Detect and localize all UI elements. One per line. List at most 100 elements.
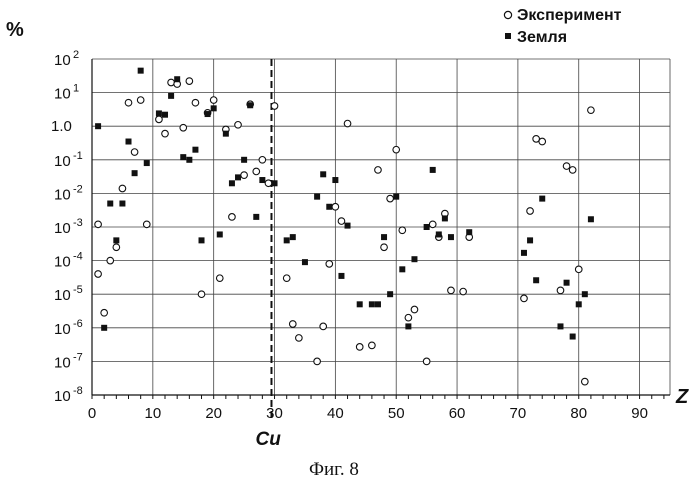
earth-point — [247, 102, 253, 108]
earth-point — [369, 301, 375, 307]
earth-point — [217, 231, 223, 237]
earth-point — [564, 280, 570, 286]
earth-point — [259, 177, 265, 183]
experiment-point — [369, 342, 376, 349]
x-tick-label: 50 — [388, 405, 405, 422]
y-tick-base: 1.0 — [51, 118, 72, 135]
earth-point — [290, 234, 296, 240]
earth-point — [430, 167, 436, 173]
experiment-point — [107, 257, 114, 264]
legend-label-earth: Земля — [517, 29, 567, 46]
experiment-point — [429, 221, 436, 228]
experiment-point — [101, 309, 108, 316]
experiment-point — [575, 266, 582, 273]
experiment-point — [344, 120, 351, 127]
earth-point — [411, 256, 417, 262]
earth-point — [253, 214, 259, 220]
experiment-point — [131, 149, 138, 156]
experiment-point — [527, 208, 534, 215]
earth-point — [138, 68, 144, 74]
earth-point — [132, 170, 138, 176]
experiment-point — [381, 244, 388, 251]
experiment-point — [168, 79, 175, 86]
earth-point — [211, 105, 217, 111]
earth-point — [466, 229, 472, 235]
y-tick-base: 10 — [54, 86, 71, 103]
legend-square-marker — [505, 33, 511, 39]
earth-point — [272, 180, 278, 186]
y-tick-base: 10 — [54, 388, 71, 405]
experiment-point — [405, 314, 412, 321]
x-tick-label: 90 — [631, 405, 648, 422]
x-axis-title: Z — [675, 386, 689, 408]
experiment-point — [448, 287, 455, 294]
earth-point — [582, 291, 588, 297]
earth-point — [405, 323, 411, 329]
earth-point — [387, 291, 393, 297]
earth-point — [326, 204, 332, 210]
experiment-point — [521, 295, 528, 302]
experiment-point — [125, 99, 132, 106]
experiment-point — [137, 97, 144, 104]
y-tick-label: 10-6 — [54, 318, 83, 338]
earth-point — [338, 273, 344, 279]
y-tick-base: 10 — [54, 52, 71, 69]
experiment-point — [356, 344, 363, 351]
y-tick-label: 10-8 — [54, 385, 83, 405]
data-points — [95, 68, 594, 385]
y-tick-base: 10 — [54, 220, 71, 237]
earth-point — [284, 237, 290, 243]
y-tick-exponent: -3 — [73, 217, 83, 229]
earth-point — [180, 154, 186, 160]
y-tick-label: 102 — [54, 49, 79, 69]
experiment-point — [332, 203, 339, 210]
y-tick-label: 10-4 — [54, 251, 83, 271]
x-tick-label: 0 — [88, 405, 96, 422]
earth-point — [357, 301, 363, 307]
earth-point — [442, 215, 448, 221]
earth-point — [126, 139, 132, 145]
experiment-point — [296, 335, 303, 342]
x-tick-label: 10 — [144, 405, 161, 422]
earth-point — [192, 147, 198, 153]
experiment-point — [241, 172, 248, 179]
earth-point — [156, 110, 162, 116]
earth-point — [205, 111, 211, 117]
experiment-point — [216, 275, 223, 282]
y-tick-base: 10 — [54, 287, 71, 304]
tick-labels: 010203040506070809010-810-710-610-510-41… — [51, 49, 648, 422]
earth-point — [119, 201, 125, 207]
y-tick-base: 10 — [54, 321, 71, 338]
earth-point — [539, 196, 545, 202]
y-tick-exponent: 1 — [73, 83, 79, 95]
y-tick-label: 10-7 — [54, 351, 83, 371]
experiment-point — [289, 321, 296, 328]
earth-point — [186, 157, 192, 163]
earth-point — [101, 325, 107, 331]
axes — [92, 59, 670, 422]
x-tick-label: 20 — [205, 405, 222, 422]
earth-point — [144, 160, 150, 166]
y-tick-exponent: -1 — [73, 150, 83, 162]
y-tick-label: 101 — [54, 83, 79, 103]
experiment-point — [265, 180, 272, 187]
experiment-point — [229, 214, 236, 221]
experiment-point — [186, 78, 193, 85]
experiment-point — [393, 146, 400, 153]
y-tick-exponent: -4 — [73, 251, 83, 263]
earth-point — [332, 177, 338, 183]
experiment-point — [210, 97, 217, 104]
y-tick-exponent: -7 — [73, 351, 83, 363]
experiment-point — [582, 378, 589, 385]
y-tick-exponent: -8 — [73, 385, 83, 397]
earth-point — [95, 123, 101, 129]
experiment-point — [259, 157, 266, 164]
earth-point — [436, 231, 442, 237]
experiment-point — [563, 163, 570, 170]
earth-point — [533, 277, 539, 283]
x-tick-label: 60 — [449, 405, 466, 422]
experiment-point — [235, 122, 242, 129]
earth-point — [588, 216, 594, 222]
experiment-point — [375, 167, 382, 174]
experiment-point — [411, 306, 418, 313]
